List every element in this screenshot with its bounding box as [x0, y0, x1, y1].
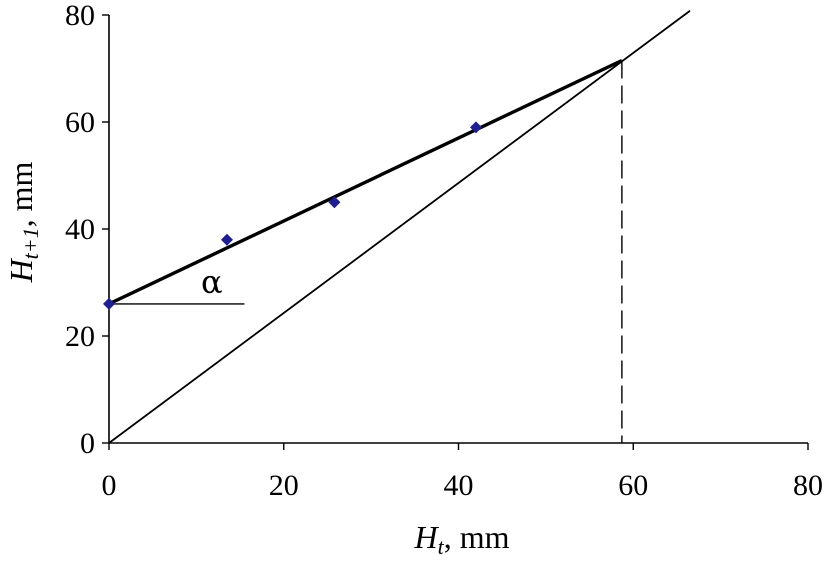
data-point — [220, 233, 233, 246]
y-tick-label: 20 — [65, 320, 95, 353]
fit-line — [108, 58, 623, 306]
data-point — [469, 121, 482, 134]
x-tick-label: 80 — [793, 469, 823, 502]
axes — [102, 14, 809, 450]
x-tick-label: 60 — [618, 469, 648, 502]
y-tick-label: 0 — [80, 427, 95, 460]
tick-labels: 0 20 40 60 80 0 20 40 60 80 — [65, 0, 823, 502]
x-axis-label: Ht, mm — [413, 519, 509, 559]
identity-line — [108, 9, 691, 444]
x-tick-label: 20 — [269, 469, 299, 502]
series-layer — [103, 9, 691, 444]
x-tick-label: 0 — [102, 469, 117, 502]
data-point — [328, 196, 341, 209]
x-tick-label: 40 — [444, 469, 474, 502]
data-point — [103, 297, 115, 310]
alpha-annotation: α — [201, 263, 223, 301]
y-tick-label: 80 — [65, 0, 95, 32]
y-axis-label: Ht+1, mm — [3, 161, 43, 283]
y-tick-label: 60 — [65, 106, 95, 139]
y-tick-label: 40 — [65, 213, 95, 246]
